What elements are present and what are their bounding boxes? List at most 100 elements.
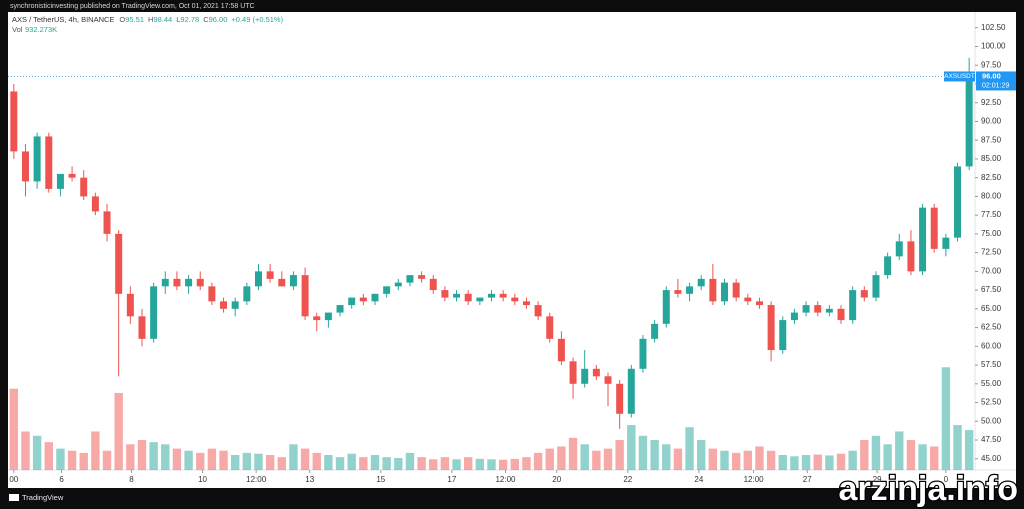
- volume-bar: [184, 450, 193, 470]
- candle-body: [837, 308, 845, 321]
- y-tick-label: 100.00: [981, 42, 1006, 51]
- volume-bar: [464, 457, 473, 470]
- candle-body: [790, 312, 798, 321]
- candle-body: [476, 297, 484, 302]
- candle-body: [441, 290, 449, 298]
- volume-bar: [32, 435, 42, 470]
- volume-bar: [91, 431, 100, 470]
- candle-body: [499, 293, 507, 298]
- candle-body: [56, 173, 64, 189]
- volume-bar: [126, 444, 135, 470]
- y-tick-label: 45.00: [981, 454, 1002, 463]
- volume-bar: [370, 455, 380, 470]
- volume-bar: [557, 446, 566, 470]
- y-tick-label: 92.50: [981, 98, 1002, 107]
- volume-bar: [522, 457, 531, 470]
- candle-body: [278, 278, 286, 287]
- y-tick-label: 55.00: [981, 379, 1002, 388]
- y-tick-label: 67.50: [981, 285, 1002, 294]
- candle-body: [802, 305, 810, 313]
- volume-bar: [906, 440, 916, 470]
- candle-body: [651, 323, 659, 339]
- x-tick-label: 27: [803, 475, 812, 484]
- volume-bar: [196, 452, 205, 470]
- volume-bar: [941, 367, 951, 470]
- volume-bar: [615, 440, 624, 470]
- candle-body: [243, 286, 251, 302]
- candle-body: [324, 312, 332, 321]
- candle-body: [115, 233, 123, 294]
- candle-body: [930, 207, 938, 249]
- y-tick-label: 87.50: [981, 135, 1002, 144]
- y-tick-label: 65.00: [981, 304, 1002, 313]
- volume-bar: [382, 457, 391, 470]
- candle-body: [21, 151, 29, 182]
- volume-bar: [755, 446, 764, 470]
- candle-body: [231, 301, 239, 309]
- ohlc-value: 95.51: [125, 15, 144, 24]
- volume-bar: [161, 444, 170, 470]
- volume-bar: [638, 435, 648, 470]
- x-tick-label: 12:00: [246, 475, 267, 484]
- candle-body: [814, 305, 822, 313]
- y-tick-label: 57.50: [981, 360, 1002, 369]
- candle-body: [429, 278, 437, 291]
- volume-bar: [265, 455, 275, 470]
- x-tick-label: 00: [9, 475, 18, 484]
- y-tick-label: 75.00: [981, 229, 1002, 238]
- volume-bar: [429, 459, 438, 470]
- candle-body: [406, 275, 414, 283]
- volume-bar: [673, 448, 683, 470]
- volume-bar: [580, 444, 589, 470]
- volume-bar: [102, 450, 112, 470]
- x-tick-label: 12:00: [495, 475, 516, 484]
- chart-panel: [8, 12, 1016, 488]
- publisher: synchronisticinvesting published on Trad…: [10, 3, 255, 10]
- candle-body: [592, 368, 600, 377]
- candle-body: [825, 308, 833, 313]
- volume-bar: [277, 457, 286, 470]
- volume-bar: [545, 448, 554, 470]
- candle-body: [732, 282, 740, 298]
- candle-body: [965, 76, 973, 167]
- candle-body: [616, 383, 624, 414]
- ohlc-key: O: [119, 15, 125, 24]
- volume-bar: [650, 440, 659, 470]
- candle-body: [488, 293, 495, 298]
- candle-body: [627, 368, 635, 414]
- watermark: arzinja.info: [839, 470, 1018, 508]
- y-tick-label: 52.50: [981, 398, 1002, 407]
- volume-bar: [860, 440, 869, 470]
- candle-body: [10, 91, 18, 152]
- x-tick-label: 10: [198, 475, 207, 484]
- candle-body: [91, 196, 99, 212]
- candle-body: [45, 136, 53, 189]
- candle-body: [755, 301, 763, 306]
- candle-body: [569, 361, 577, 384]
- ohlc-value: 96.00: [209, 15, 228, 24]
- y-tick-label: 50.00: [981, 416, 1002, 425]
- x-tick-label: 0: [944, 475, 949, 484]
- y-tick-label: 77.50: [981, 210, 1002, 219]
- y-tick-label: 90.00: [981, 117, 1002, 126]
- volume-bar: [790, 456, 799, 470]
- volume-bar: [487, 459, 496, 470]
- volume-bar: [895, 431, 904, 470]
- candle-body: [150, 286, 158, 339]
- volume-bar: [603, 448, 613, 470]
- volume-bar: [394, 458, 403, 470]
- candle-body: [674, 290, 682, 294]
- volume-bar: [359, 457, 368, 470]
- y-tick-label: 82.50: [981, 173, 1002, 182]
- candle-body: [359, 297, 367, 302]
- volume-bar: [533, 452, 543, 470]
- volume-bar: [662, 444, 671, 470]
- candle-body: [604, 376, 612, 384]
- y-tick-label: 62.50: [981, 323, 1002, 332]
- candle-body: [464, 293, 472, 302]
- candle-body: [721, 282, 729, 302]
- volume-bar: [848, 450, 857, 470]
- candle-body: [849, 290, 857, 321]
- x-tick-label: 8: [129, 475, 134, 484]
